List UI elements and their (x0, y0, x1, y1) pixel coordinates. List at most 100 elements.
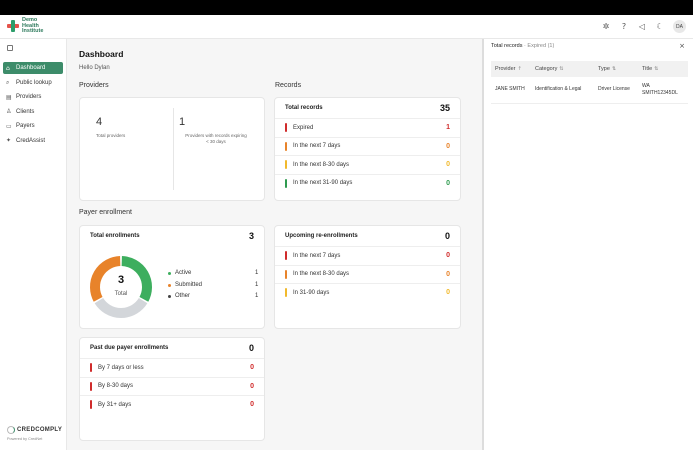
cell-title-line: WA (642, 82, 650, 89)
sidebar-item-label: Clients (16, 108, 35, 115)
column-header-category[interactable]: Category ⇅ (531, 61, 594, 77)
sidebar-item-dashboard[interactable]: ⌂ Dashboard (3, 62, 63, 74)
donut-segment-submitted (90, 256, 121, 302)
enrollment-donut-chart (90, 256, 152, 318)
sidebar-item-label: Payers (16, 123, 35, 130)
row-value: 0 (250, 382, 254, 390)
card-total: 35 (439, 103, 450, 113)
panel-title: Total records · Expired (1) (491, 43, 554, 49)
expiring-providers-label: Providers with records expiring < 30 day… (185, 133, 247, 144)
sidebar-item-label: CredAssist (16, 137, 46, 144)
row-label: By 31+ days (98, 401, 132, 408)
pastdue-row-7-days[interactable]: By 7 days or less 0 (80, 358, 264, 377)
sidebar-item-clients[interactable]: ♙ Clients (3, 106, 63, 118)
status-bar (285, 269, 287, 279)
help-icon[interactable]: ? (621, 22, 627, 31)
table-header-row: Provider ↑ Category ⇅ Type ⇅ Title ⇅ (491, 61, 688, 77)
sparkle-icon: ✦ (6, 137, 12, 145)
legend-other: Other (168, 293, 190, 299)
wallet-icon: ▭ (6, 122, 12, 130)
records-row-expired[interactable]: Expired 1 (275, 118, 460, 137)
sort-asc-icon: ↑ (517, 66, 522, 72)
status-bar (285, 123, 287, 133)
column-label: Title (642, 66, 653, 72)
card-total: 0 (248, 343, 254, 353)
row-label: By 7 days or less (98, 364, 144, 371)
total-enrollments-card[interactable]: Total enrollments 3 3 Total Active 1 Sub… (79, 225, 265, 329)
reenroll-row-31-90-days[interactable]: In 31-90 days 0 (275, 283, 460, 302)
row-label: In the next 8-30 days (293, 271, 350, 278)
sidebar-item-payers[interactable]: ▭ Payers (3, 120, 63, 132)
legend-label: Other (175, 293, 191, 299)
reenroll-row-7-days[interactable]: In the next 7 days 0 (275, 246, 460, 265)
avatar[interactable]: DA (673, 20, 686, 33)
legend-active: Active (168, 270, 191, 276)
records-row-7-days[interactable]: In the next 7 days 0 (275, 136, 460, 156)
card-title: Total records (285, 105, 323, 111)
status-bar (285, 141, 287, 151)
panel-subtitle: Expired (1) (527, 43, 555, 49)
row-value: 0 (446, 142, 450, 150)
legend-label: Active (175, 270, 192, 276)
records-row-31-90-days[interactable]: In the next 31-90 days 0 (275, 173, 460, 193)
cell-title-line: SMITH12345DL (642, 89, 678, 96)
legend-label: Submitted (175, 282, 203, 288)
reenroll-row-8-30-days[interactable]: In the next 8-30 days 0 (275, 264, 460, 284)
pastdue-row-31-plus-days[interactable]: By 31+ days 0 (80, 395, 264, 414)
cell-category: Identification & Legal (531, 77, 594, 104)
sidebar-item-providers[interactable]: ▤ Providers (3, 91, 63, 103)
moon-icon[interactable]: ☾ (656, 22, 664, 31)
app-header: Demo Health Institute ✲ ? ◁ ☾ DA (0, 15, 693, 39)
user-icon: ♙ (6, 108, 12, 116)
row-label: By 8-30 days (98, 383, 134, 390)
table-row[interactable]: JANE SMITH Identification & Legal Driver… (491, 77, 688, 104)
sidebar-item-public-lookup[interactable]: ⌕ Public lookup (3, 77, 63, 89)
legend-dot (168, 283, 171, 287)
sort-icon: ⇅ (654, 66, 659, 72)
pastdue-row-8-30-days[interactable]: By 8-30 days 0 (80, 376, 264, 396)
total-records-card[interactable]: Total records 35 Expired 1 In the next 7… (274, 97, 461, 201)
total-providers-count: 4 (96, 116, 103, 128)
status-bar (90, 381, 92, 391)
megaphone-icon[interactable]: ◁ (638, 22, 646, 31)
column-header-provider[interactable]: Provider ↑ (491, 61, 531, 77)
expiring-providers-count: 1 (179, 116, 186, 128)
cell-type: Driver License (594, 77, 638, 104)
row-value: 0 (446, 289, 450, 297)
row-value: 0 (446, 179, 450, 187)
org-logo[interactable]: Demo Health Institute (7, 17, 43, 35)
legend-dot (168, 294, 171, 298)
sidebar-item-credassist[interactable]: ✦ CredAssist (3, 135, 63, 147)
search-icon: ⌕ (6, 78, 10, 86)
sidebar: ⌂ Dashboard ⌕ Public lookup ▤ Providers … (0, 39, 67, 450)
card-title: Total enrollments (90, 233, 140, 239)
sparkle-icon[interactable]: ✲ (602, 22, 610, 31)
records-table: Provider ↑ Category ⇅ Type ⇅ Title ⇅ JANE SM… (491, 61, 688, 104)
providers-section-title: Providers (79, 82, 109, 89)
row-label: In the next 8-30 days (293, 161, 350, 168)
column-header-title[interactable]: Title ⇅ (638, 61, 688, 77)
sidebar-item-label: Dashboard (16, 65, 46, 71)
main-content: Dashboard Hello Dylan Providers 4 Total … (68, 39, 482, 450)
close-icon[interactable]: × (679, 42, 685, 50)
providers-divider (173, 108, 174, 190)
donut-center-label: Total (114, 291, 128, 297)
sidebar-nav: ⌂ Dashboard ⌕ Public lookup ▤ Providers … (3, 62, 63, 150)
legend-submitted: Submitted (168, 282, 202, 288)
cross-logo-icon (7, 20, 19, 33)
card-total: 0 (444, 231, 450, 241)
payer-section-title: Payer enrollment (79, 209, 132, 216)
row-value: 1 (446, 124, 450, 132)
sidebar-item-label: Providers (16, 94, 42, 101)
records-row-8-30-days[interactable]: In the next 8-30 days 0 (275, 155, 460, 174)
sidebar-collapse-icon[interactable] (7, 45, 13, 51)
brand-logo-icon (7, 426, 15, 434)
upcoming-reenrollments-card[interactable]: Upcoming re-enrollments 0 In the next 7 … (274, 225, 461, 329)
brand-footer: CREDCOMPLY Powered by CredNet (7, 426, 62, 441)
column-header-type[interactable]: Type ⇅ (594, 61, 638, 77)
cell-title: WA SMITH12345DL (638, 77, 688, 104)
past-due-enrollments-card[interactable]: Past due payer enrollments 0 By 7 days o… (79, 337, 265, 441)
brand-name: CREDCOMPLY (17, 427, 63, 433)
sort-icon: ⇅ (611, 66, 617, 72)
list-icon: ▤ (6, 93, 12, 101)
